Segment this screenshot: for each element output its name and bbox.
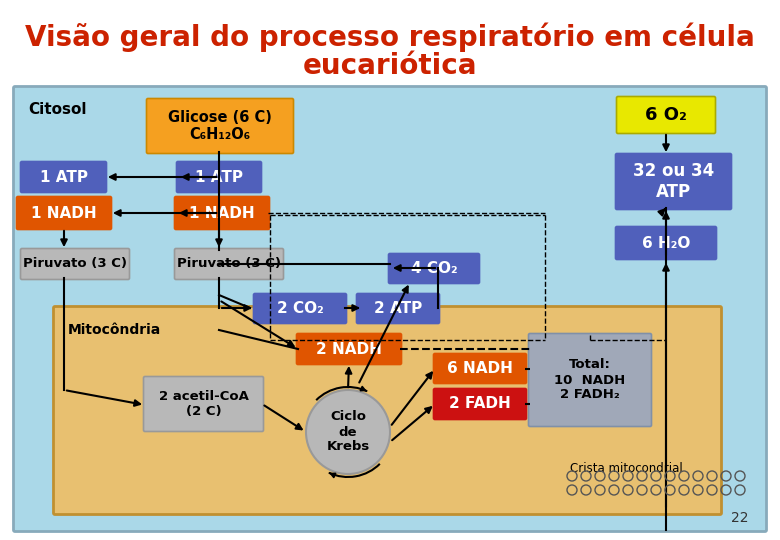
Text: 1 NADH: 1 NADH xyxy=(31,206,97,220)
FancyBboxPatch shape xyxy=(434,354,526,383)
Text: 6 O₂: 6 O₂ xyxy=(645,106,687,124)
Text: 1 ATP: 1 ATP xyxy=(40,170,87,185)
FancyBboxPatch shape xyxy=(175,248,283,280)
FancyBboxPatch shape xyxy=(615,153,732,210)
FancyBboxPatch shape xyxy=(356,294,439,323)
Text: Total:
10  NADH
2 FADH₂: Total: 10 NADH 2 FADH₂ xyxy=(555,359,626,402)
Circle shape xyxy=(306,390,390,474)
FancyBboxPatch shape xyxy=(144,376,264,431)
Text: Citosol: Citosol xyxy=(28,102,87,117)
FancyBboxPatch shape xyxy=(615,226,717,260)
FancyBboxPatch shape xyxy=(388,253,480,284)
Text: Piruvato (3 C): Piruvato (3 C) xyxy=(177,258,281,271)
Text: Mitocôndria: Mitocôndria xyxy=(68,323,161,337)
FancyBboxPatch shape xyxy=(20,161,107,192)
Text: 1 NADH: 1 NADH xyxy=(190,206,255,220)
Text: 6 H₂O: 6 H₂O xyxy=(642,235,690,251)
Text: 1 ATP: 1 ATP xyxy=(195,170,243,185)
FancyBboxPatch shape xyxy=(147,98,293,153)
FancyBboxPatch shape xyxy=(296,334,402,364)
FancyBboxPatch shape xyxy=(529,334,651,427)
Text: 32 ou 34
ATP: 32 ou 34 ATP xyxy=(633,162,714,201)
Text: 22: 22 xyxy=(731,511,748,525)
FancyBboxPatch shape xyxy=(616,97,715,133)
FancyBboxPatch shape xyxy=(20,248,129,280)
FancyBboxPatch shape xyxy=(54,307,722,515)
Text: 2 NADH: 2 NADH xyxy=(316,341,382,356)
Text: 2 FADH: 2 FADH xyxy=(449,396,511,411)
Text: 2 acetil-CoA
(2 C): 2 acetil-CoA (2 C) xyxy=(158,390,249,418)
Text: Visão geral do processo respiratório em célula: Visão geral do processo respiratório em … xyxy=(25,22,755,51)
FancyBboxPatch shape xyxy=(175,197,270,230)
Text: 2 ATP: 2 ATP xyxy=(374,301,422,316)
Text: 2 CO₂: 2 CO₂ xyxy=(277,301,324,316)
FancyBboxPatch shape xyxy=(176,161,261,192)
FancyBboxPatch shape xyxy=(16,197,112,230)
Text: Ciclo
de
Krebs: Ciclo de Krebs xyxy=(326,410,370,454)
Text: 6 NADH: 6 NADH xyxy=(447,361,513,376)
Text: Crista mitocondrial: Crista mitocondrial xyxy=(570,462,682,475)
Text: eucariótica: eucariótica xyxy=(303,52,477,80)
Text: Piruvato (3 C): Piruvato (3 C) xyxy=(23,258,127,271)
Text: Glicose (6 C)
C₆H₁₂O₆: Glicose (6 C) C₆H₁₂O₆ xyxy=(168,110,272,142)
FancyBboxPatch shape xyxy=(254,294,346,323)
FancyBboxPatch shape xyxy=(13,86,767,531)
FancyBboxPatch shape xyxy=(434,388,526,420)
Text: 4 CO₂: 4 CO₂ xyxy=(411,261,457,276)
